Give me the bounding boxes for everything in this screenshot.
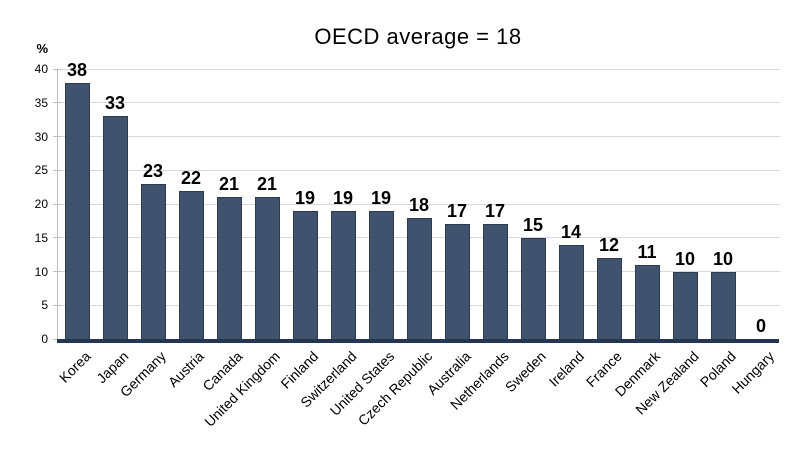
gridline — [58, 203, 780, 205]
bar — [254, 197, 280, 339]
bar-value-label: 15 — [522, 214, 544, 235]
bar-value-label: 17 — [484, 201, 506, 222]
bar-value-label: 0 — [755, 316, 767, 336]
bar — [444, 224, 470, 339]
bar — [140, 183, 166, 339]
category-label: Korea — [55, 348, 94, 386]
y-axis-unit-label: % — [36, 41, 48, 56]
y-tick-label: 10 — [34, 264, 48, 279]
y-axis-tick-labels: 0 5 10 15 20 25 30 35 40 — [0, 62, 48, 346]
bar — [406, 217, 432, 339]
y-tick-mark — [53, 68, 61, 70]
bar-value-label: 19 — [370, 187, 392, 208]
bar-value-label: 23 — [142, 160, 164, 181]
y-tick-label: 25 — [34, 163, 48, 178]
bar — [482, 224, 508, 339]
y-tick-label: 20 — [34, 197, 48, 211]
y-tick-mark — [53, 237, 61, 239]
bar-value-label: 10 — [674, 248, 696, 269]
y-tick-mark — [53, 271, 61, 272]
chart-title: OECD average = 18 — [314, 24, 522, 49]
bar — [178, 190, 204, 339]
bar — [292, 210, 318, 339]
y-tick-mark — [53, 136, 61, 137]
plot-area: 38 33 23 22 21 21 19 19 19 18 17 17 15 14 12 11 10 10 0 — [53, 60, 780, 340]
y-tick-label: 35 — [34, 95, 48, 110]
category-label: Sweden — [502, 348, 550, 396]
bar-value-label: 21 — [218, 174, 240, 195]
bar — [558, 244, 584, 339]
gridline — [58, 68, 780, 70]
bar-value-label: 14 — [560, 221, 582, 242]
bar-value-label: 11 — [637, 241, 657, 262]
y-tick-label: 30 — [34, 129, 48, 144]
y-tick-label: 5 — [41, 298, 48, 313]
bar-value-label: 22 — [180, 167, 202, 188]
bar-value-label: 12 — [598, 235, 620, 255]
bar-value-label: 17 — [446, 201, 468, 222]
bar — [64, 82, 90, 339]
bar — [102, 116, 128, 339]
gridline — [58, 169, 780, 171]
bar-value-label: 18 — [408, 194, 430, 215]
bar — [596, 258, 622, 339]
y-tick-mark — [53, 304, 61, 306]
bar — [520, 237, 546, 339]
y-tick-label: 0 — [41, 332, 48, 346]
y-tick-mark — [53, 102, 61, 104]
bar — [672, 271, 698, 339]
bar-value-label: 33 — [104, 93, 126, 114]
bar — [634, 264, 660, 339]
category-label: Ireland — [545, 348, 588, 390]
x-axis-category-labels: Korea Japan Germany Austria Canada United Kin… — [55, 344, 779, 450]
y-tick-mark — [53, 169, 61, 171]
bar-value-label: 19 — [294, 187, 316, 208]
bar-value-label: 10 — [712, 248, 734, 269]
bar-value-label: 38 — [66, 59, 88, 80]
bar — [330, 210, 356, 339]
y-tick-mark — [53, 203, 61, 205]
bar — [710, 271, 736, 339]
gridline — [58, 136, 780, 137]
gridline — [58, 102, 780, 104]
x-axis-line — [57, 339, 779, 343]
y-tick-label: 15 — [34, 230, 48, 245]
bar-value-label: 19 — [332, 187, 354, 208]
bar — [216, 197, 242, 339]
bar-value-label: 21 — [256, 174, 278, 195]
y-tick-label: 40 — [34, 62, 48, 76]
bar — [368, 210, 394, 339]
